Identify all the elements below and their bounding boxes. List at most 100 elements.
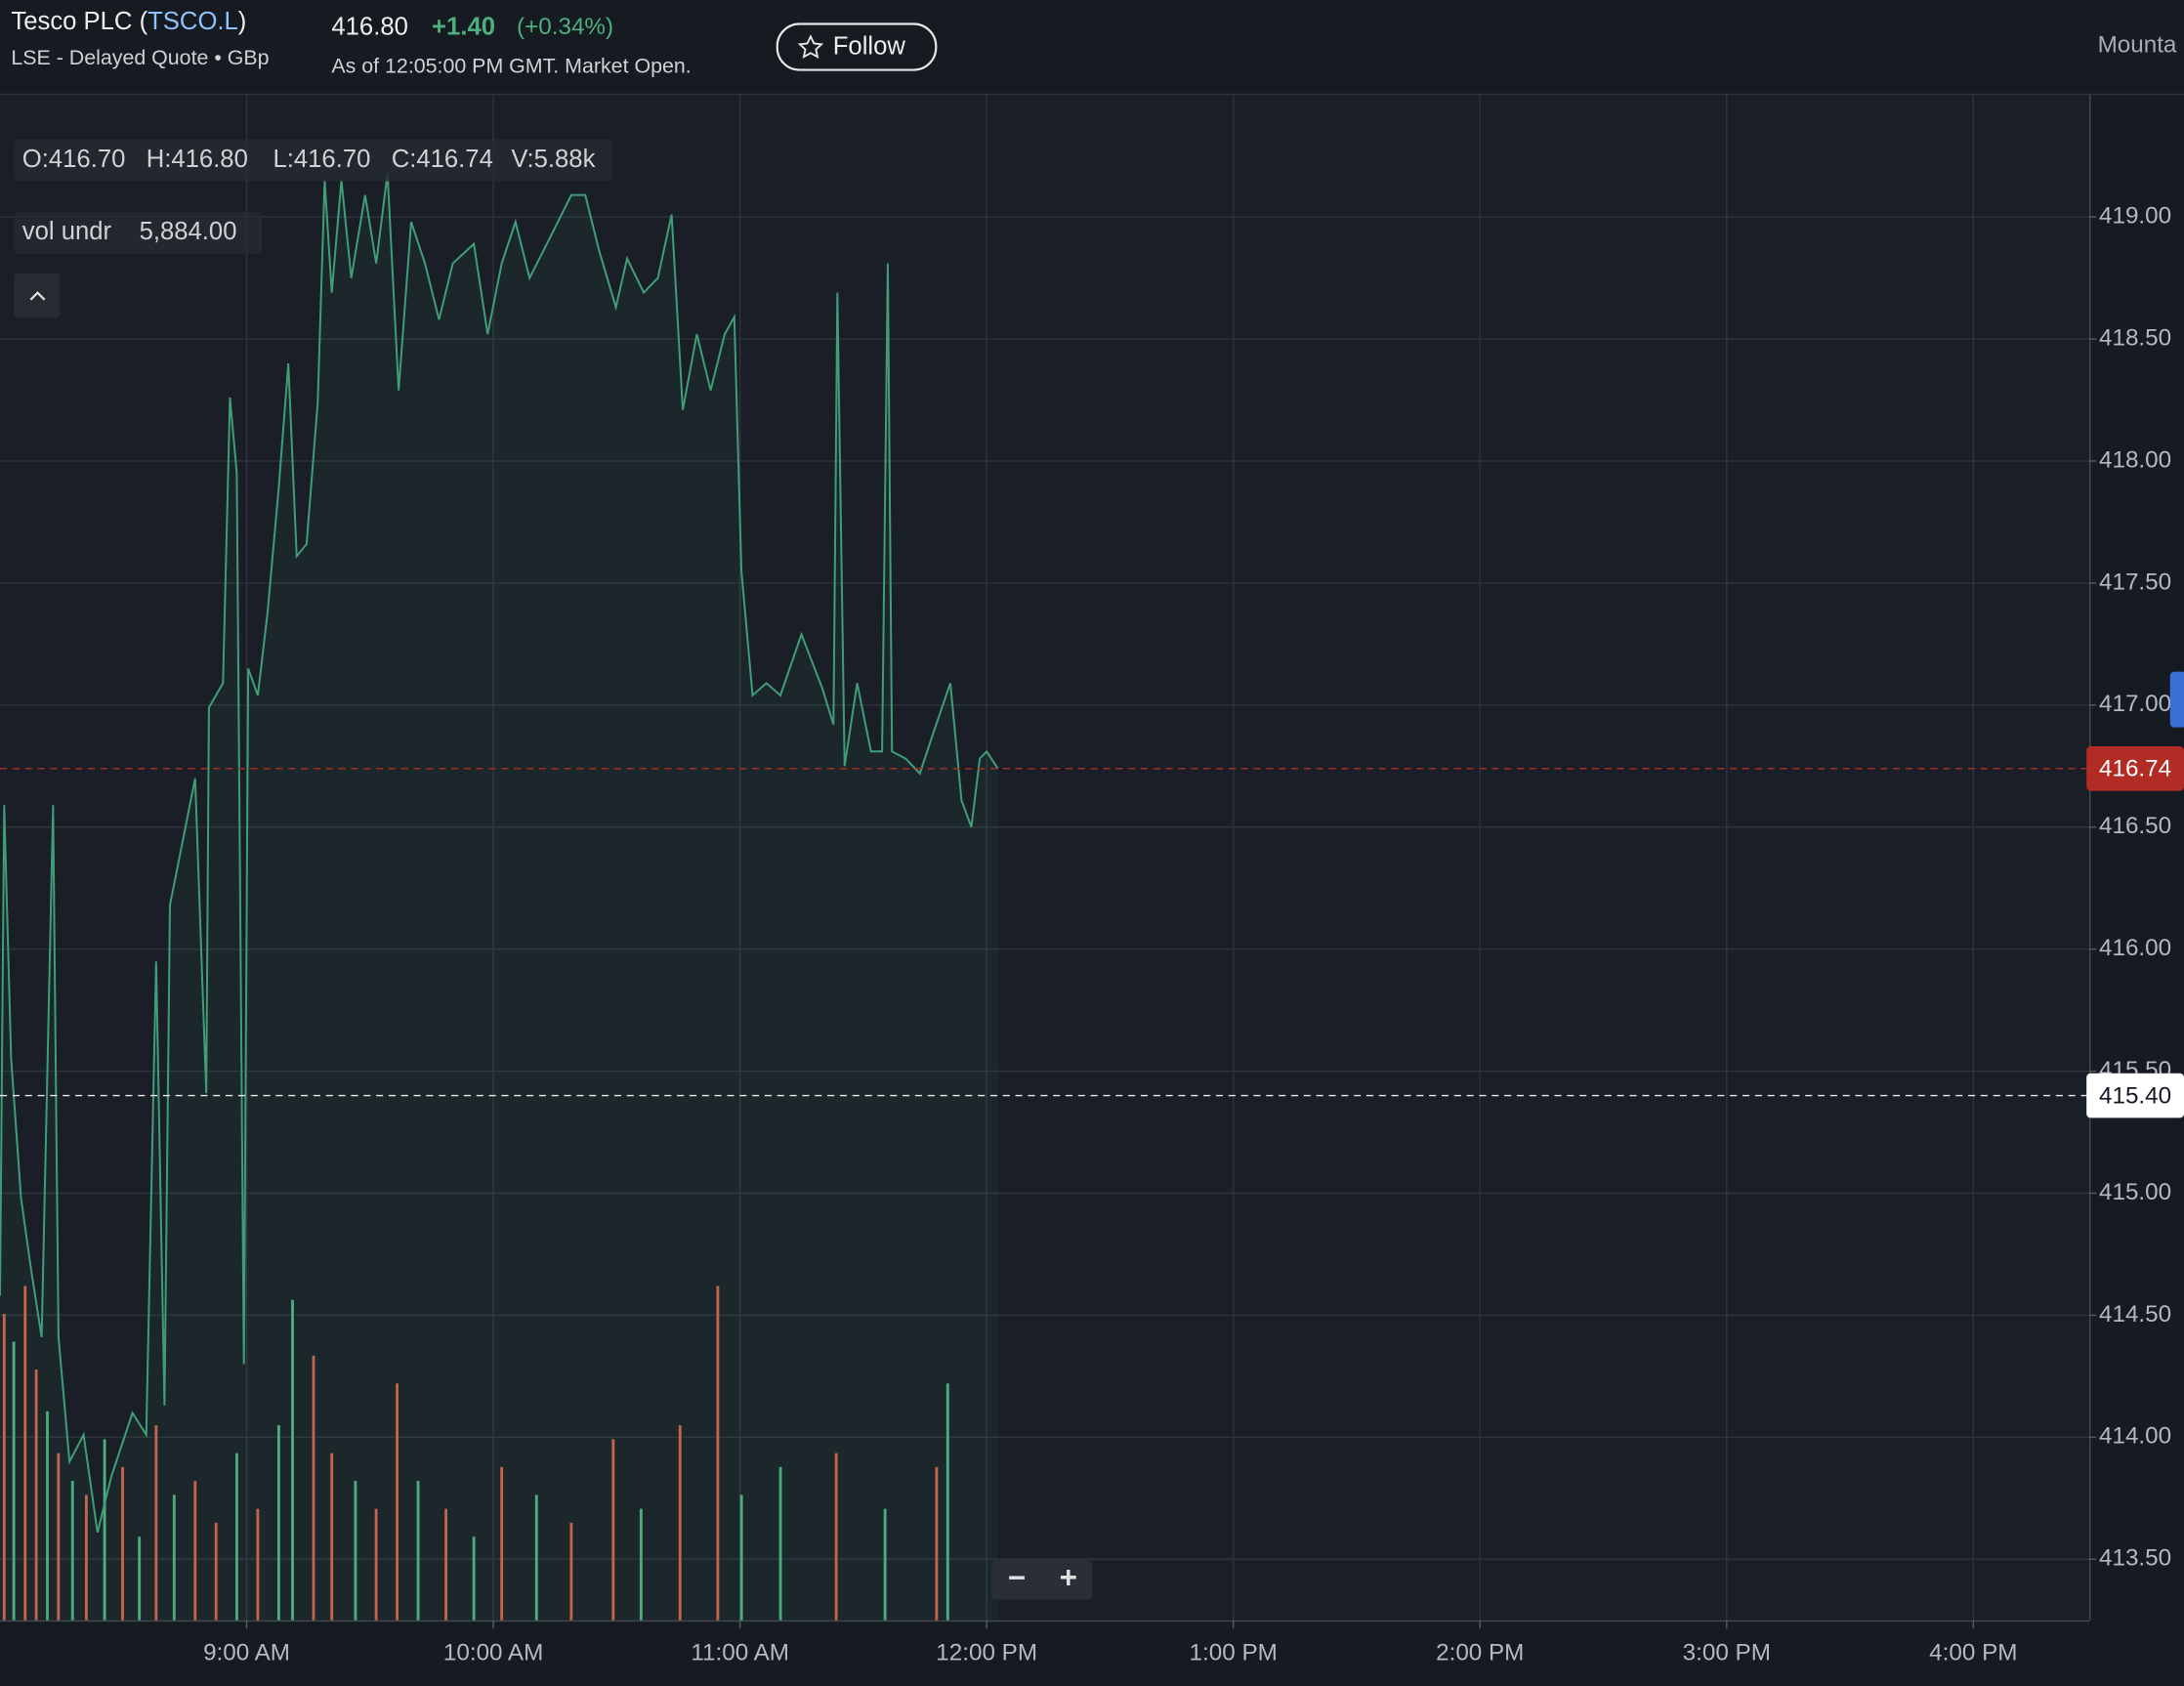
volume-bar [138,1537,142,1621]
volume-bar [834,1453,838,1621]
zoom-out[interactable]: − [1008,1561,1026,1595]
volume-bar [291,1299,294,1621]
x-tick-label: 11:00 AM [691,1639,789,1665]
plot-area [0,95,2090,1621]
volume [2,1286,949,1621]
x-tick-label: 1:00 PM [1190,1639,1278,1665]
volume-bar [34,1370,38,1621]
close: C:416.74 [392,146,493,173]
prev-close-label: 415.40 [2099,1082,2171,1109]
volume-bar [256,1508,260,1621]
volume-bar [945,1383,949,1621]
price-area [0,173,998,1621]
star-icon [797,34,824,59]
y-tick-label: 418.50 [2099,324,2171,351]
volume-bar [154,1425,158,1621]
volume-bar [935,1466,939,1621]
volume-bar [70,1481,74,1621]
y-tick-label: 417.50 [2099,569,2171,595]
indicator-box [14,212,263,254]
y-tick-label: 417.00 [2099,691,2171,717]
volume-bar [193,1481,197,1621]
y-tick-label: 413.50 [2099,1545,2171,1572]
volume-bar [678,1425,682,1621]
volume-bar [235,1453,238,1621]
y-tick-label: 419.00 [2099,203,2171,230]
exchange: LSE - Delayed Quote • GBp [11,46,269,69]
collapse-button[interactable] [14,273,61,318]
indicator-value: 5,884.00 [140,218,237,245]
follow-outline [776,22,938,71]
volume-bar [472,1537,476,1621]
last-price-label: 416.74 [2099,756,2171,782]
volume-bar [534,1495,538,1621]
axes: 413.50414.00414.50415.00415.50416.00416.… [0,203,2184,1665]
volume-bar [103,1439,106,1621]
volume-bar [23,1286,27,1621]
price-line [0,173,999,1533]
volume-bar [778,1466,782,1621]
y-tick-label: 414.00 [2099,1423,2171,1450]
volume-bar [46,1411,49,1621]
y-tick-label: 415.00 [2099,1179,2171,1205]
volume-bar [883,1508,887,1621]
volume-bar [2,1313,6,1621]
grid [0,95,2090,1621]
volume-bar [312,1355,315,1621]
symbol-link[interactable]: TSCO.L [147,8,238,35]
volume-bar [276,1425,280,1621]
ohlc: O:416.70 H:416.80 L:416.70 C:416.74 V:5.… [22,146,596,173]
open: O:416.70 [22,146,126,173]
chevron-icon [29,291,46,301]
title: Tesco PLC (TSCO.L) [11,8,246,35]
price: 416.80 [331,14,407,41]
volume-bar [716,1286,720,1621]
y-tick-label: 418.00 [2099,446,2171,473]
zoom-in[interactable]: + [1060,1561,1077,1595]
volume-bar [12,1341,16,1621]
volume-bar [611,1439,615,1621]
title-name: Tesco PLC ( [11,8,147,35]
price [0,173,999,1621]
x-tick-label: 3:00 PM [1683,1639,1771,1665]
volume-bar [396,1383,399,1621]
x-tick-label: 4:00 PM [1929,1639,2017,1665]
low: L:416.70 [273,146,371,173]
x-tick-label: 10:00 AM [443,1639,543,1665]
volume-bar [354,1481,357,1621]
prev-close-tag [2086,1073,2184,1118]
zoom-bar [991,1560,1092,1600]
y-tick-label: 416.00 [2099,935,2171,961]
change-pct: (+0.34%) [517,14,613,40]
volume-bar [416,1481,420,1621]
volume-value: V:5.88k [511,146,595,173]
ohlc-box [14,139,613,182]
volume-bar [500,1466,504,1621]
last-price-tag [2086,745,2184,791]
indicator-name: vol undr [22,218,112,245]
volume-bar [214,1522,218,1621]
high: H:416.80 [147,146,248,173]
y-tick-label: 414.50 [2099,1301,2171,1328]
title-close: ) [238,8,247,35]
as-of: As of 12:05:00 PM GMT. Market Open. [331,54,691,77]
x-tick-label: 9:00 AM [203,1639,290,1665]
y-tick-label: 416.50 [2099,813,2171,839]
x-tick-label: 12:00 PM [936,1639,1037,1665]
volume-bar [172,1495,176,1621]
side-tab[interactable] [2169,671,2184,728]
volume-bar [121,1466,124,1621]
volume-bar [569,1522,573,1621]
follow-label: Follow [833,33,906,61]
volume-bar [639,1508,643,1621]
volume-bar [84,1495,88,1621]
change: +1.40 [432,14,495,41]
volume-bar [374,1508,378,1621]
region: Mounta [2098,32,2177,59]
x-tick-label: 2:00 PM [1436,1639,1524,1665]
follow-button[interactable]: Follow [776,22,938,71]
volume-bar [330,1453,334,1621]
volume-bar [739,1495,743,1621]
